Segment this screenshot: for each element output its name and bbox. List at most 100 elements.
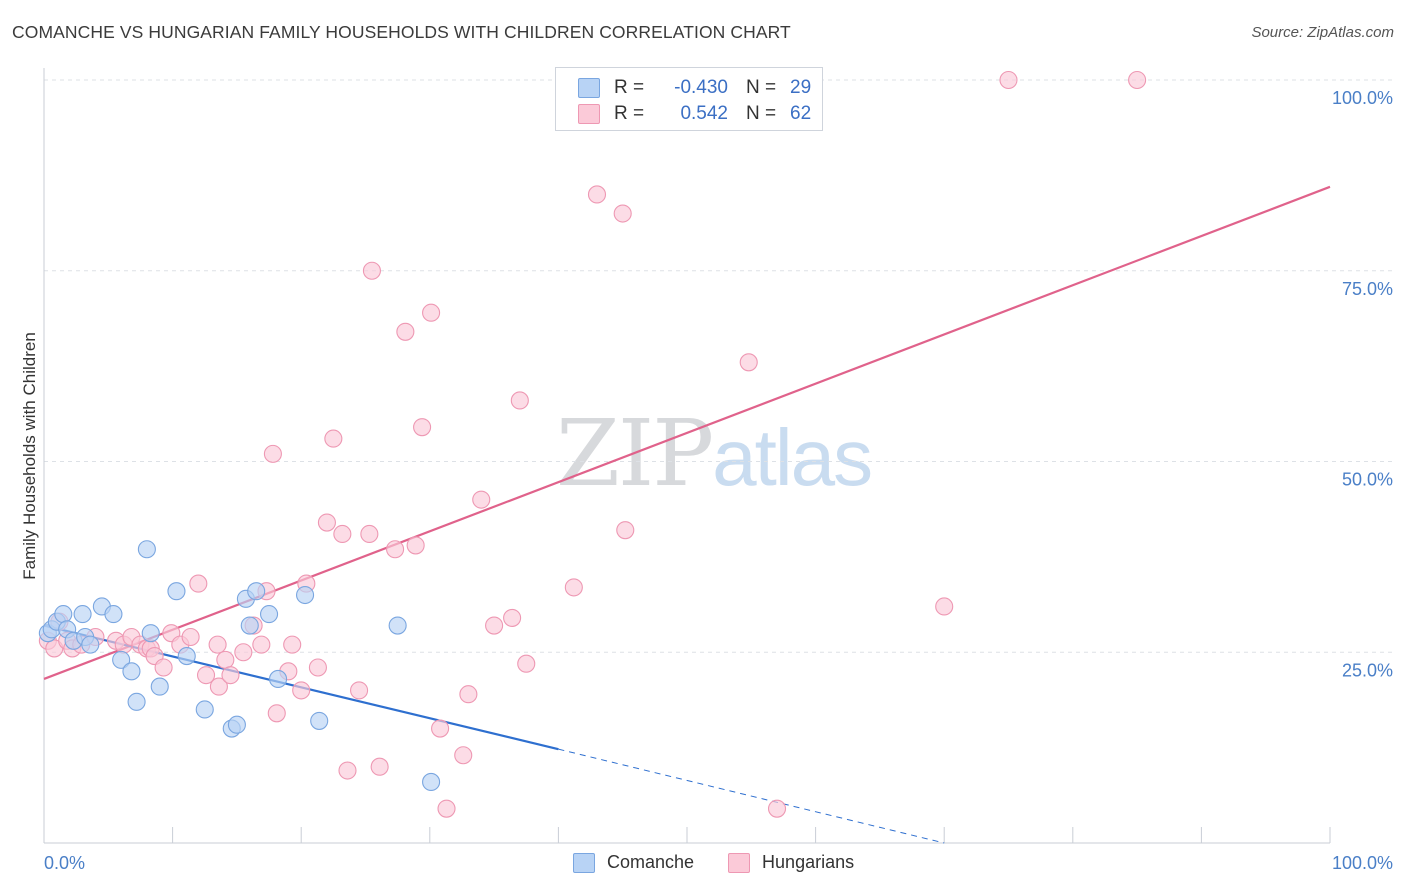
point-comanche: [269, 669, 288, 689]
point-hungarians: [189, 574, 208, 593]
point-hungarians: [616, 521, 635, 540]
point-hungarians: [350, 681, 369, 700]
series-swatch-comanche: [573, 852, 595, 873]
legend-n-value: 62: [790, 103, 812, 124]
y-tick-label: 50.0%: [1342, 470, 1393, 490]
point-comanche: [296, 585, 315, 605]
point-comanche: [247, 582, 266, 601]
point-hungarians: [454, 746, 473, 765]
legend-n-value: 29: [790, 77, 812, 98]
gridlines: [44, 79, 1392, 653]
series-legend-comanche: Comanche: [573, 852, 694, 873]
point-comanche: [73, 605, 92, 624]
point-comanche: [310, 711, 329, 730]
point-comanche: [259, 605, 279, 624]
point-hungarians: [510, 391, 529, 410]
point-hungarians: [283, 635, 302, 654]
point-hungarians: [196, 666, 216, 685]
point-hungarians: [324, 429, 343, 448]
point-comanche: [122, 662, 141, 681]
point-hungarians: [613, 204, 632, 223]
point-hungarians: [437, 799, 456, 818]
point-hungarians: [333, 524, 352, 544]
series-legend: Comanche Hungarians: [573, 852, 888, 873]
point-comanche: [150, 677, 169, 696]
legend-row-hungarians: R = 0.542 N = 62: [578, 102, 811, 126]
point-hungarians: [216, 650, 235, 669]
legend-r-value: -0.430: [674, 77, 728, 98]
point-hungarians: [767, 799, 787, 818]
source-label: Source: ZipAtlas.com: [1251, 24, 1394, 41]
point-hungarians: [181, 627, 200, 647]
point-hungarians: [221, 666, 240, 685]
trend-lines: [43, 185, 1331, 844]
legend-swatch-comanche: [578, 78, 600, 98]
point-comanche: [81, 635, 100, 654]
point-comanche: [177, 647, 196, 666]
series-label-comanche: Comanche: [607, 852, 695, 872]
point-hungarians: [154, 658, 173, 677]
point-hungarians: [396, 322, 415, 341]
point-hungarians: [234, 643, 253, 662]
point-hungarians: [459, 685, 478, 704]
point-comanche: [112, 650, 131, 669]
point-hungarians: [406, 536, 425, 555]
point-hungarians: [208, 635, 227, 654]
watermark: ZIPatlas: [556, 400, 873, 507]
series-legend-hungarians: Hungarians: [728, 852, 854, 873]
trend-line-hungarians: [43, 185, 1331, 680]
point-hungarians: [209, 677, 228, 696]
legend-r-label: R =: [614, 77, 645, 98]
point-comanche: [240, 616, 259, 635]
point-comanche: [137, 540, 156, 559]
legend-r-value: 0.542: [680, 103, 728, 124]
x-tick-label: 0.0%: [44, 853, 85, 873]
point-hungarians: [386, 540, 405, 559]
point-hungarians: [413, 418, 432, 437]
point-hungarians: [739, 353, 758, 372]
point-hungarians: [308, 658, 327, 677]
point-hungarians: [252, 635, 271, 654]
series-label-hungarians: Hungarians: [762, 852, 855, 872]
point-comanche: [422, 772, 441, 792]
legend-n-label: N =: [746, 103, 777, 124]
series-swatch-hungarians: [728, 852, 751, 873]
x-tick-label: 100.0%: [1332, 853, 1393, 873]
trend-line-comanche-extension: [558, 748, 945, 844]
axis-labels: 25.0% 50.0% 75.0% 100.0% 0.0% 100.0% Family Ho…: [20, 88, 1393, 873]
point-hungarians: [503, 608, 522, 627]
correlation-legend: R = -0.430 N = 29 R = 0.542 N = 62: [555, 67, 823, 131]
y-axis-title: Family Households with Children: [20, 332, 39, 580]
point-hungarians: [263, 444, 282, 463]
point-comanche: [127, 692, 146, 711]
point-comanche: [104, 605, 123, 624]
point-hungarians: [317, 513, 336, 532]
point-comanche: [141, 624, 160, 643]
point-hungarians: [360, 524, 379, 544]
legend-row-comanche: R = -0.430 N = 29: [578, 76, 811, 100]
point-hungarians: [587, 185, 607, 204]
point-hungarians: [485, 616, 504, 635]
chart-title: COMANCHE VS HUNGARIAN FAMILY HOUSEHOLDS …: [12, 22, 791, 42]
y-tick-label: 100.0%: [1332, 88, 1393, 108]
point-hungarians: [422, 303, 441, 322]
legend-r-label: R =: [614, 103, 645, 124]
point-hungarians: [1128, 70, 1147, 90]
point-hungarians: [935, 597, 954, 616]
point-comanche: [227, 715, 246, 734]
data-points: [38, 70, 1147, 818]
legend-n-label: N =: [746, 77, 777, 98]
point-comanche: [167, 582, 186, 601]
point-hungarians: [292, 681, 311, 700]
point-hungarians: [338, 761, 357, 780]
axes: [43, 68, 1331, 844]
point-comanche: [388, 616, 407, 635]
point-hungarians: [564, 578, 583, 597]
point-hungarians: [370, 757, 389, 776]
point-hungarians: [362, 261, 381, 280]
point-comanche: [195, 700, 214, 719]
y-tick-label: 75.0%: [1342, 279, 1393, 299]
point-hungarians: [267, 704, 286, 723]
point-hungarians: [431, 719, 450, 738]
